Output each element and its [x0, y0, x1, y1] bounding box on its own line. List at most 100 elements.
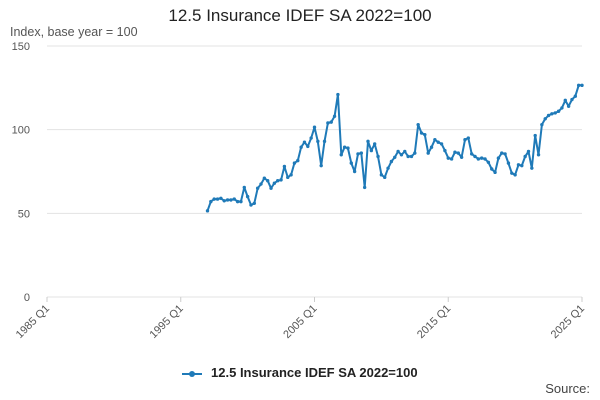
data-point — [272, 181, 277, 185]
data-point — [456, 151, 460, 155]
data-point — [486, 160, 491, 164]
data-point — [413, 151, 417, 155]
data-point — [302, 140, 307, 144]
data-point — [526, 149, 531, 154]
data-point — [279, 178, 283, 182]
data-point — [386, 166, 390, 170]
x-tick-label: 2005 Q1 — [281, 303, 319, 341]
grid-lines — [47, 45, 582, 298]
data-point — [316, 139, 320, 144]
data-point — [222, 199, 226, 203]
data-point — [483, 157, 487, 161]
data-point — [436, 140, 440, 144]
data-point — [245, 194, 250, 199]
data-point — [299, 145, 303, 149]
data-point — [429, 145, 434, 149]
data-point — [242, 185, 246, 190]
data-point — [276, 179, 280, 183]
data-point — [322, 139, 327, 144]
data-point — [500, 151, 504, 155]
data-point — [423, 132, 427, 137]
y-tick-label: 100 — [12, 125, 30, 137]
data-point — [229, 198, 233, 202]
data-point — [342, 145, 347, 149]
data-point — [235, 199, 240, 204]
data-point — [352, 169, 357, 174]
data-point — [469, 152, 474, 156]
y-tick-label: 0 — [24, 292, 30, 304]
data-point — [212, 197, 216, 201]
data-point — [439, 142, 444, 146]
data-point — [362, 185, 367, 190]
data-point — [459, 155, 464, 159]
legend-swatch-icon — [182, 369, 203, 379]
legend-label: 12.5 Insurance IDEF SA 2022=100 — [211, 365, 418, 380]
data-point — [406, 154, 410, 159]
y-tick-label: 50 — [18, 208, 30, 220]
data-point — [262, 176, 267, 180]
data-point — [573, 94, 578, 98]
data-point — [346, 146, 350, 150]
data-point — [356, 152, 360, 156]
data-point — [570, 97, 574, 102]
data-point — [493, 170, 497, 175]
data-point — [510, 171, 514, 175]
data-point — [563, 98, 567, 103]
x-tick-label: 2025 Q1 — [549, 303, 587, 341]
data-point — [473, 154, 477, 159]
data-point — [366, 139, 370, 144]
data-point — [536, 153, 541, 157]
data-point — [306, 144, 310, 149]
data-point — [379, 173, 384, 177]
data-point — [289, 173, 293, 177]
data-point — [349, 161, 353, 165]
data-point — [399, 153, 404, 157]
data-point — [490, 167, 494, 171]
data-point — [466, 136, 471, 140]
data-point — [446, 156, 450, 160]
data-point — [426, 151, 430, 155]
data-point — [269, 186, 273, 190]
data-point — [449, 157, 454, 161]
data-point — [540, 122, 544, 127]
data-point — [339, 153, 343, 157]
axes: 0 50 100 150 1985 Q1 1995 Q1 2005 Q1 2015 Q1 202… — [12, 41, 587, 341]
data-point — [255, 186, 260, 190]
x-tick-label: 1995 Q1 — [148, 303, 186, 341]
data-point — [215, 197, 220, 201]
chart-title: 12.5 Insurance IDEF SA 2022=100 — [168, 6, 432, 25]
data-point — [566, 104, 571, 108]
data-point — [506, 161, 511, 165]
data-point — [359, 151, 364, 155]
data-point — [403, 149, 407, 154]
data-point — [503, 152, 507, 156]
series-layer — [205, 83, 584, 213]
data-point — [476, 157, 481, 161]
data-point — [496, 156, 501, 160]
data-point — [209, 199, 213, 204]
data-point — [580, 83, 584, 88]
data-point — [520, 163, 524, 168]
data-point — [416, 122, 420, 127]
data-point — [369, 148, 374, 153]
data-point — [265, 179, 270, 183]
data-point — [205, 209, 210, 213]
data-point — [252, 201, 257, 205]
data-point — [383, 175, 387, 180]
data-point — [523, 154, 527, 159]
data-point — [249, 203, 253, 207]
data-point — [550, 112, 554, 116]
data-point — [232, 197, 236, 201]
data-point — [433, 138, 437, 142]
data-point — [239, 199, 243, 204]
data-point — [225, 198, 230, 202]
data-point — [372, 142, 377, 146]
legend[interactable]: 12.5 Insurance IDEF SA 2022=100 — [0, 365, 600, 380]
data-point — [336, 92, 340, 97]
data-point — [296, 158, 300, 163]
x-tick-label: 1985 Q1 — [14, 303, 52, 341]
data-point — [516, 163, 521, 167]
data-point — [259, 182, 263, 186]
data-point — [560, 106, 564, 110]
